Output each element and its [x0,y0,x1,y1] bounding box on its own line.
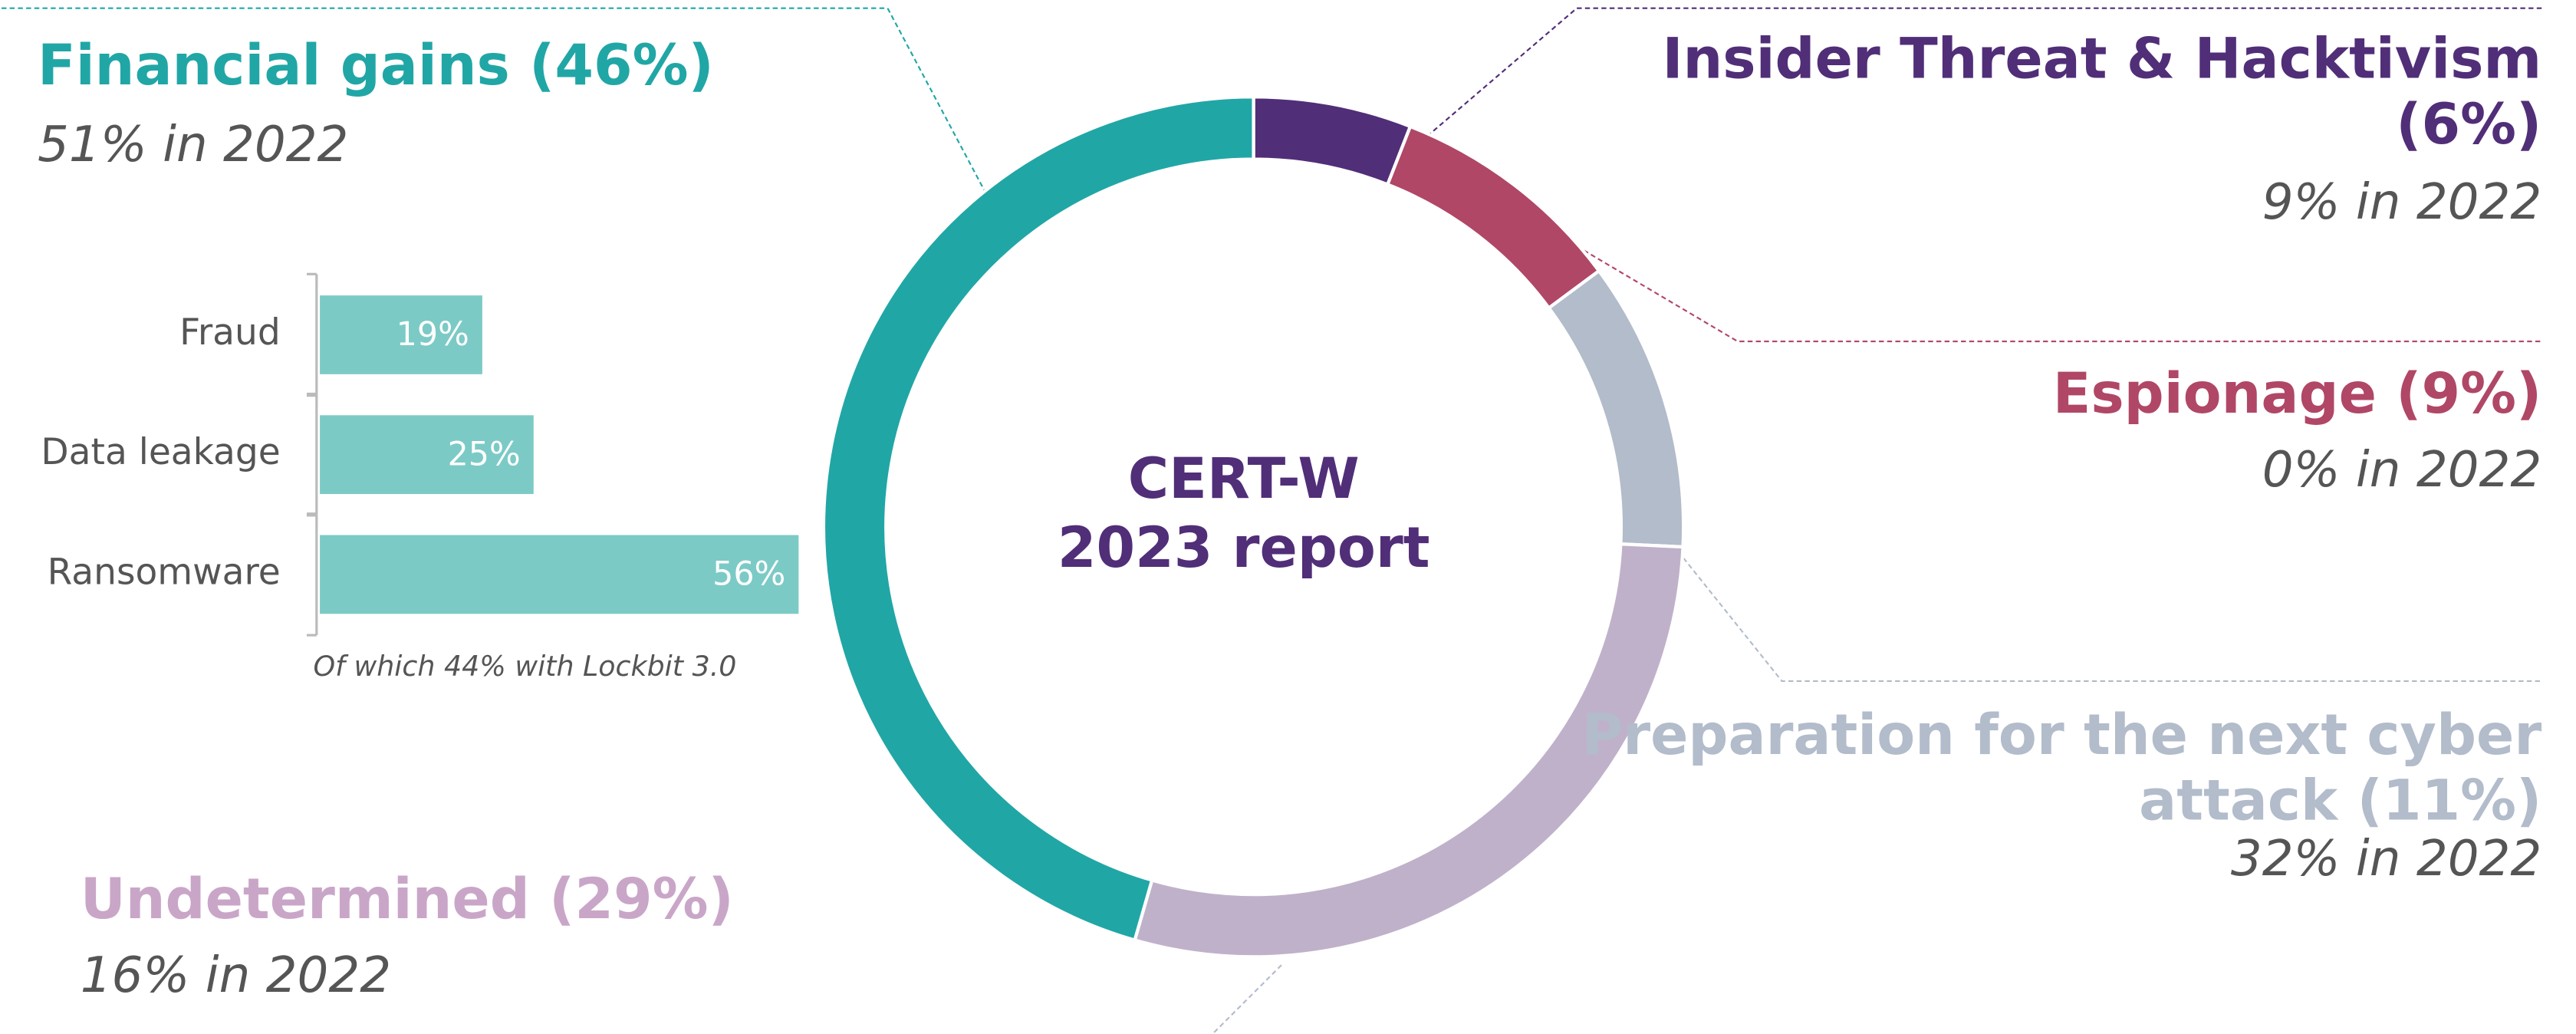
segment-label: Espionage (9%) [2053,361,2542,426]
leader-line [1428,7,2542,136]
bar [320,295,482,374]
center-text: 2023 report [1058,515,1430,581]
segment-label: Preparation for the next cyber [1582,703,2541,768]
donut-segment [1385,124,1601,311]
bar [320,535,799,614]
segment-note: 51% in 2022 [38,116,348,173]
segment-label: Financial gains (46%) [38,33,714,98]
segment-label: (6%) [2396,92,2541,157]
leader-lines [1,7,2542,1034]
donut-segment [1546,268,1686,549]
leader-line [1683,557,2542,683]
donut-segment [1252,95,1413,187]
donut-segment [821,95,1255,943]
value-label: 25% [448,435,521,473]
leader-line [1576,245,2542,343]
bar [320,415,534,495]
center-text: CERT-W [1128,446,1360,512]
category-label: Ransomware [48,551,281,593]
segment-note: 32% in 2022 [2231,830,2541,887]
segment-label: attack (11%) [2139,768,2541,833]
category-label: Data leakage [41,431,280,473]
leader-line [1212,964,1282,1034]
leader-line [1,7,987,194]
annotation: Of which 44% with Lockbit 3.0 [314,650,737,683]
segment-note: 9% in 2022 [2262,173,2542,231]
segment-label: Undetermined (29%) [81,867,734,932]
segment-label: Insider Threat & Hacktivism [1662,26,2541,91]
segment-note: 16% in 2022 [81,947,391,1004]
segment-note: 0% in 2022 [2262,441,2542,499]
value-label: 19% [396,315,469,354]
category-label: Fraud [179,311,281,354]
value-label: 56% [712,555,785,594]
